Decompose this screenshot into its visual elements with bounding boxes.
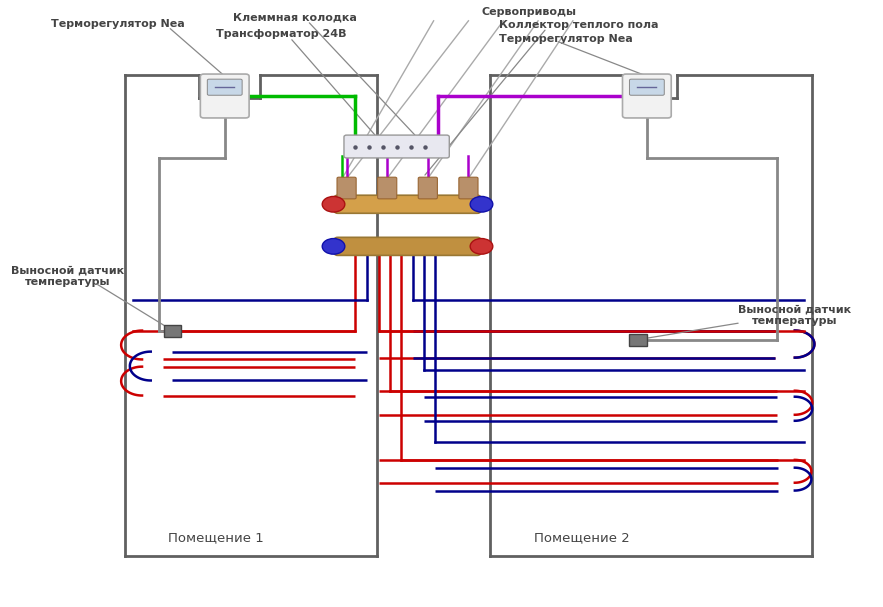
Circle shape — [470, 239, 493, 254]
Text: Терморегулятор Nea: Терморегулятор Nea — [50, 19, 185, 29]
Text: Терморегулятор Nea: Терморегулятор Nea — [499, 34, 632, 44]
FancyBboxPatch shape — [419, 177, 437, 199]
FancyBboxPatch shape — [208, 79, 242, 95]
Circle shape — [322, 239, 345, 254]
Circle shape — [322, 197, 345, 212]
FancyBboxPatch shape — [200, 74, 249, 118]
FancyBboxPatch shape — [459, 177, 478, 199]
Bar — [630, 334, 647, 345]
FancyBboxPatch shape — [335, 237, 480, 256]
Text: Сервоприводы: Сервоприводы — [481, 7, 577, 17]
Text: Трансформатор 24В: Трансформатор 24В — [216, 29, 346, 39]
Circle shape — [470, 197, 493, 212]
FancyBboxPatch shape — [623, 74, 671, 118]
FancyBboxPatch shape — [337, 177, 356, 199]
Text: Помещение 1: Помещение 1 — [168, 531, 264, 544]
Bar — [164, 325, 181, 336]
Text: Коллектор теплого пола: Коллектор теплого пола — [499, 20, 659, 30]
Text: Помещение 2: Помещение 2 — [533, 531, 630, 544]
FancyBboxPatch shape — [335, 195, 480, 213]
FancyBboxPatch shape — [630, 79, 664, 95]
Text: Клеммная колодка: Клеммная колодка — [233, 13, 358, 23]
Text: Выносной датчик
температуры: Выносной датчик температуры — [11, 266, 125, 287]
FancyBboxPatch shape — [378, 177, 396, 199]
Text: Выносной датчик
температуры: Выносной датчик температуры — [738, 305, 851, 327]
FancyBboxPatch shape — [344, 135, 449, 158]
